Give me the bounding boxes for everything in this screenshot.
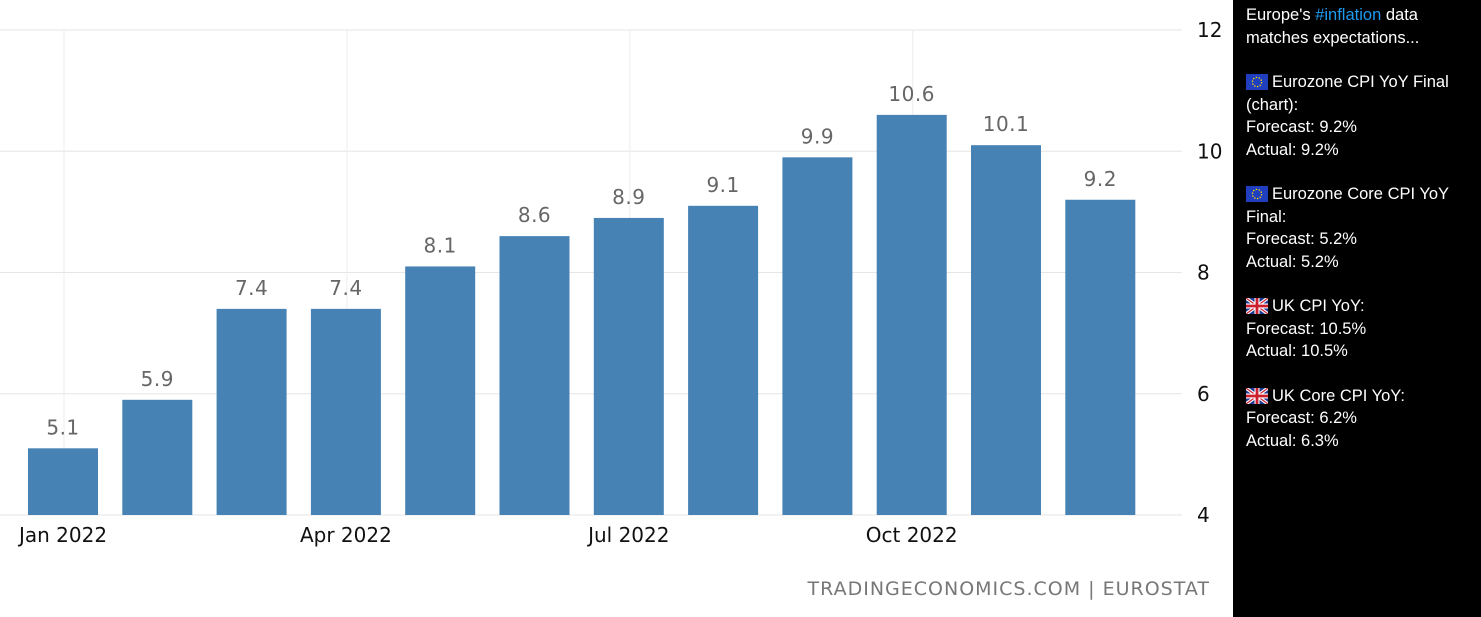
value-label: 8.1: [424, 233, 457, 257]
item-forecast: Forecast: 6.2%: [1246, 409, 1357, 427]
tweet-item-uk-core-cpi: UK Core CPI YoY: Forecast: 6.2% Actual: …: [1246, 385, 1481, 453]
bar: [593, 217, 664, 515]
tweet-item-eurozone-core-cpi: Eurozone Core CPI YoY Final: Forecast: 5…: [1246, 183, 1481, 273]
item-title: Eurozone CPI YoY Final (chart):: [1246, 71, 1481, 116]
tweet-intro: Europe's #inflation data matches expecta…: [1246, 4, 1481, 49]
item-actual: Actual: 5.2%: [1246, 252, 1339, 271]
bar-chart: 5.1 5.9 7.4 7.4 8.1 8.6 8.9 9.1 9.9 10.6 10.1 9.2 4…: [0, 18, 1223, 547]
value-label: 10.6: [888, 82, 935, 106]
uk-flag-icon: [1246, 387, 1268, 404]
bar: [782, 157, 853, 515]
y-tick-label: 8: [1197, 261, 1210, 285]
eu-flag-icon: [1246, 74, 1268, 90]
value-label: 7.4: [329, 276, 362, 300]
item-forecast: Forecast: 5.2%: [1246, 230, 1357, 248]
item-title-text: UK CPI YoY:: [1272, 297, 1365, 315]
bar: [499, 236, 570, 515]
bar: [971, 145, 1041, 515]
tweet-intro-before: Europe's: [1246, 6, 1316, 24]
tweet-item-uk-cpi: UK CPI YoY: Forecast: 10.5% Actual: 10.5…: [1246, 295, 1481, 363]
item-actual: Actual: 9.2%: [1246, 140, 1339, 159]
value-label: 8.6: [518, 203, 551, 227]
x-tick-label: Jan 2022: [17, 523, 107, 547]
labels-layer: 5.1 5.9 7.4 7.4 8.1 8.6 8.9 9.1 9.9 10.6 10.1 9.2: [46, 82, 1117, 439]
y-tick-label: 4: [1197, 503, 1210, 527]
item-forecast: Forecast: 9.2%: [1246, 118, 1357, 136]
value-label: 10.1: [983, 112, 1030, 136]
item-title-text: Eurozone Core CPI YoY Final:: [1246, 185, 1449, 226]
item-title: Eurozone Core CPI YoY Final:: [1246, 183, 1481, 228]
bar: [405, 266, 476, 515]
value-label: 7.4: [235, 276, 268, 300]
item-title-text: Eurozone CPI YoY Final (chart):: [1246, 73, 1449, 114]
item-forecast: Forecast: 10.5%: [1246, 319, 1367, 338]
value-label: 9.1: [706, 173, 739, 197]
item-title: UK CPI YoY:: [1246, 295, 1481, 318]
item-actual: Actual: 10.5%: [1246, 342, 1348, 360]
bar: [876, 114, 947, 515]
item-title: UK Core CPI YoY:: [1246, 385, 1481, 408]
value-label: 9.2: [1084, 167, 1117, 191]
source-label: TRADINGECONOMICS.COM | EUROSTAT: [807, 578, 1210, 600]
value-label: 9.9: [801, 124, 834, 148]
tweet-intro-after: data matches expectations...: [1246, 6, 1420, 47]
bar: [688, 205, 759, 515]
bar: [310, 308, 381, 515]
axis-layer: 4 6 8 10 12 Jan 2022 Apr 2022 Jul 2022 Oct 2022: [17, 18, 1223, 547]
hashtag-link[interactable]: #inflation: [1315, 6, 1382, 24]
uk-flag-icon: [1246, 298, 1268, 314]
x-tick-label: Jul 2022: [586, 523, 669, 547]
y-tick-label: 12: [1197, 18, 1222, 42]
x-tick-label: Oct 2022: [866, 523, 958, 547]
item-title-text: UK Core CPI YoY:: [1272, 386, 1405, 405]
bar: [1065, 199, 1136, 515]
bar: [28, 448, 98, 515]
y-tick-label: 6: [1197, 382, 1210, 406]
bar: [216, 308, 287, 515]
bars-layer: [28, 114, 1136, 515]
value-label: 8.9: [612, 185, 645, 209]
y-tick-label: 10: [1197, 139, 1222, 163]
bar: [122, 399, 193, 515]
tweet-item-eurozone-cpi: Eurozone CPI YoY Final (chart): Forecast…: [1246, 71, 1481, 161]
tweet-panel: Europe's #inflation data matches expecta…: [1233, 0, 1481, 617]
x-tick-label: Apr 2022: [300, 523, 392, 547]
value-label: 5.1: [46, 415, 79, 439]
item-actual: Actual: 6.3%: [1246, 431, 1339, 450]
value-label: 5.9: [141, 367, 174, 391]
chart-area: 5.1 5.9 7.4 7.4 8.1 8.6 8.9 9.1 9.9 10.6 10.1 9.2 4…: [0, 18, 1223, 600]
eu-flag-icon: [1246, 186, 1268, 202]
